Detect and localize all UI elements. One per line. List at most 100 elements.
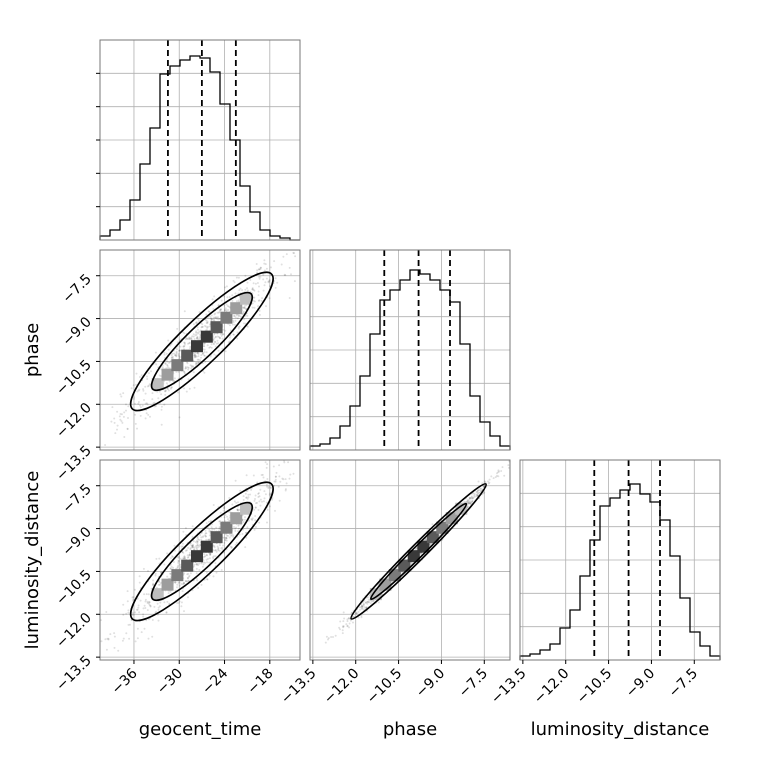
sample-point [153, 405, 156, 408]
sample-point [205, 538, 208, 541]
sample-point [190, 337, 193, 340]
density-cell [151, 588, 164, 601]
sample-point [474, 495, 477, 498]
sample-point [218, 317, 221, 320]
sample-point [231, 299, 234, 302]
sample-point [208, 346, 211, 349]
sample-point [219, 308, 222, 311]
sample-point [256, 282, 259, 284]
sample-point [257, 509, 260, 511]
sample-point [205, 571, 208, 574]
sample-point [200, 538, 203, 541]
sample-point [147, 570, 149, 572]
sample-point [195, 331, 197, 334]
sample-point [231, 294, 234, 297]
y-tick-label: −9.0 [59, 524, 94, 559]
sample-point [169, 387, 172, 390]
sample-point [289, 473, 292, 476]
sample-point [330, 636, 333, 638]
sample-point [206, 326, 209, 329]
sample-point [206, 322, 209, 325]
sample-point [218, 527, 221, 530]
sample-point [487, 480, 489, 483]
sample-point [109, 633, 112, 636]
density-cell [240, 502, 253, 515]
sample-point [472, 496, 475, 499]
sample-point [233, 500, 236, 503]
sample-point [196, 544, 199, 547]
sample-point [266, 485, 268, 488]
sample-point [107, 637, 110, 640]
contour-outer [129, 481, 274, 622]
x-axis-label-phase: phase [383, 719, 437, 740]
sample-point [224, 537, 227, 539]
sample-point [193, 354, 196, 357]
sample-point [471, 497, 474, 500]
sample-point [132, 598, 135, 601]
density-cell [417, 540, 430, 553]
sample-point [253, 296, 256, 299]
sample-point [200, 562, 203, 565]
sample-point [476, 493, 479, 496]
sample-point [201, 323, 204, 326]
sample-point [118, 415, 121, 418]
sample-point [227, 534, 229, 537]
sample-point [239, 489, 242, 492]
sample-point [207, 557, 209, 560]
sample-point [128, 637, 131, 640]
y-tick-label: −12.0 [53, 400, 95, 442]
sample-point [147, 372, 150, 375]
sample-point [290, 273, 292, 276]
sample-point [164, 363, 167, 365]
sample-point [468, 502, 471, 505]
x-tick-label: −13.5 [278, 666, 320, 708]
sample-point [325, 635, 328, 638]
sample-point [158, 605, 161, 608]
sample-point [365, 606, 368, 609]
sample-point [187, 580, 190, 583]
sample-point [210, 346, 213, 349]
sample-point [352, 621, 354, 624]
sample-point [284, 489, 287, 492]
sample-point [264, 263, 267, 266]
sample-point [225, 537, 228, 540]
sample-point [360, 606, 363, 609]
sample-point [219, 511, 222, 514]
sample-point [191, 335, 194, 338]
sample-point [283, 461, 286, 464]
sample-point [360, 616, 363, 619]
sample-point [212, 342, 215, 345]
sample-point [270, 266, 272, 269]
sample-point [200, 326, 203, 329]
sample-point [242, 499, 245, 501]
sample-point [233, 526, 235, 528]
sample-point [158, 390, 161, 393]
sample-point [358, 606, 361, 609]
sample-point [176, 327, 179, 330]
sample-point [197, 319, 200, 322]
sample-point [227, 309, 230, 311]
sample-point [169, 567, 172, 570]
sample-point [501, 466, 504, 469]
sample-point [193, 563, 196, 566]
sample-point [246, 489, 249, 492]
sample-point [147, 593, 150, 596]
sample-point [186, 362, 189, 365]
sample-point [119, 413, 122, 415]
sample-point [122, 637, 125, 640]
sample-point [235, 526, 238, 529]
sample-point [138, 376, 141, 378]
sample-point [165, 352, 168, 355]
sample-point [170, 565, 173, 568]
sample-point [256, 271, 259, 274]
sample-point [342, 620, 345, 623]
sample-point [341, 632, 344, 635]
sample-point [208, 311, 211, 313]
sample-point [265, 466, 268, 469]
sample-point [197, 538, 200, 541]
sample-point [172, 561, 175, 563]
sample-point [252, 282, 255, 285]
sample-point [465, 501, 468, 504]
sample-point [361, 604, 364, 607]
sample-point [192, 323, 195, 326]
